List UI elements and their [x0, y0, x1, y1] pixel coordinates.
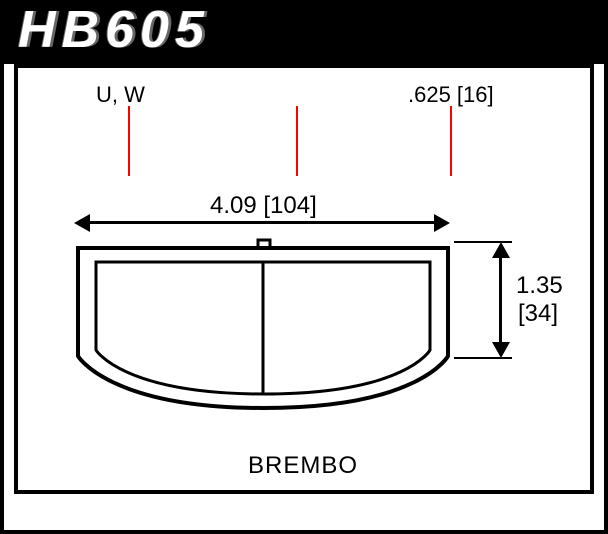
- brand-label: BREMBO: [248, 452, 358, 480]
